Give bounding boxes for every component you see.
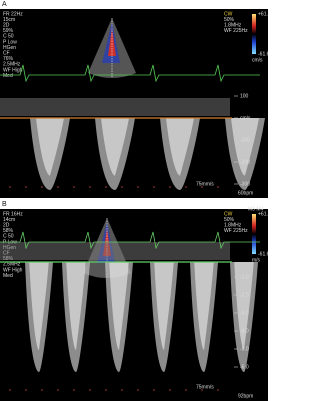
bar-unit: cm/s bbox=[252, 57, 263, 63]
scale-label: cm/s bbox=[240, 115, 251, 121]
setting: P Low bbox=[3, 39, 17, 45]
band bbox=[0, 242, 230, 260]
setting: CF bbox=[3, 51, 10, 57]
spectrum-core bbox=[231, 118, 259, 176]
scale-label: -6.0 bbox=[240, 364, 249, 370]
setting: 59% bbox=[3, 28, 14, 34]
setting: 15cm bbox=[3, 17, 15, 23]
scale-label: -200 bbox=[240, 159, 250, 165]
setting: 76% bbox=[3, 56, 14, 62]
spectrum-core bbox=[194, 262, 214, 350]
spectrum-core bbox=[101, 118, 129, 176]
spectrum-core bbox=[36, 118, 64, 176]
setting: 2D bbox=[3, 23, 10, 29]
bar-bottom: -61.6 bbox=[258, 51, 268, 57]
scale-label: -2.0 bbox=[240, 292, 249, 298]
scale-label: -1.0 bbox=[240, 274, 249, 280]
setting: 50% bbox=[224, 17, 235, 23]
ecg bbox=[0, 231, 260, 250]
scale-label: -4.0 bbox=[240, 328, 249, 334]
speed: 75mm/s bbox=[196, 181, 214, 187]
spectrum-core bbox=[234, 262, 254, 350]
rate: 92bpm bbox=[238, 393, 253, 399]
setting: CW bbox=[224, 11, 233, 17]
setting: 2D bbox=[3, 223, 10, 229]
bar-top: +61.6 bbox=[258, 211, 268, 217]
setting: 58% bbox=[3, 228, 14, 234]
scale-label: -100 bbox=[240, 137, 250, 143]
setting: CW bbox=[224, 211, 233, 217]
setting: 14cm bbox=[3, 217, 15, 223]
setting: 50% bbox=[224, 217, 235, 223]
spectrum-core bbox=[109, 262, 129, 350]
setting: 2.5MHz bbox=[3, 262, 21, 268]
setting: 1.8MHz bbox=[224, 223, 242, 229]
panel-label: A bbox=[2, 1, 7, 8]
spectrum-core bbox=[154, 262, 174, 350]
band bbox=[0, 98, 230, 116]
setting: WF High bbox=[3, 67, 23, 73]
scale-label: -5.0 bbox=[240, 346, 249, 352]
setting: 2.5MHz bbox=[3, 62, 21, 68]
ecg bbox=[0, 64, 260, 83]
scale-label: 100 bbox=[240, 93, 249, 99]
bar-bottom: -61.6 bbox=[258, 251, 268, 257]
setting: WF 225Hz bbox=[224, 28, 248, 34]
setting: Med bbox=[3, 273, 13, 279]
setting: WF 225Hz bbox=[224, 228, 248, 234]
rate: 60bpm bbox=[238, 190, 253, 196]
scale-label: -3.0 bbox=[240, 310, 249, 316]
setting: WF High bbox=[3, 267, 23, 273]
setting: Med bbox=[3, 73, 13, 79]
panel-label: B bbox=[2, 201, 7, 208]
speed: 75mm/s bbox=[196, 384, 214, 390]
color-bar bbox=[252, 14, 256, 54]
scale-label: -300 bbox=[240, 181, 250, 187]
corner: M3 M4 bbox=[248, 206, 264, 212]
setting: FR 16Hz bbox=[3, 211, 23, 217]
setting: FR 22Hz bbox=[3, 11, 23, 17]
color-bar bbox=[252, 214, 256, 254]
spectrum-core bbox=[166, 118, 194, 176]
setting: C 50 bbox=[3, 34, 14, 40]
setting: C 50 bbox=[3, 234, 14, 240]
spectrum-core bbox=[66, 262, 86, 350]
spectrum-core bbox=[29, 262, 49, 350]
setting: HGen bbox=[3, 45, 16, 51]
bar-top: +61.6 bbox=[258, 11, 268, 17]
setting: 1.8MHz bbox=[224, 23, 242, 29]
bar-unit: m/s bbox=[252, 257, 261, 263]
